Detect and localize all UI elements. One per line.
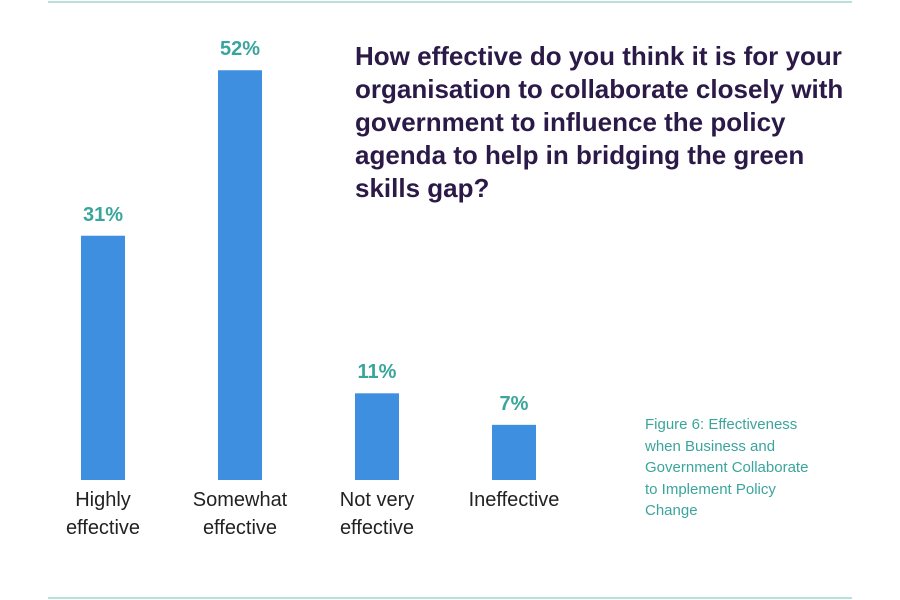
category-label: Ineffective: [468, 489, 560, 511]
value-label: 31%: [82, 203, 124, 226]
category-label: Highly effective: [65, 489, 141, 539]
value-label: 7%: [499, 392, 529, 415]
bar: [355, 393, 399, 480]
figure-caption: Figure 6: Effectiveness when Business an…: [645, 416, 809, 519]
chart-title: How effective do you think it is for you…: [355, 41, 844, 203]
bar: [81, 235, 125, 480]
bar: [218, 70, 262, 481]
value-label: 52%: [219, 38, 261, 61]
category-label: Somewhat effective: [192, 489, 288, 539]
bar: [492, 424, 536, 480]
category-label: Not very effective: [339, 489, 415, 539]
value-label: 11%: [357, 361, 397, 384]
